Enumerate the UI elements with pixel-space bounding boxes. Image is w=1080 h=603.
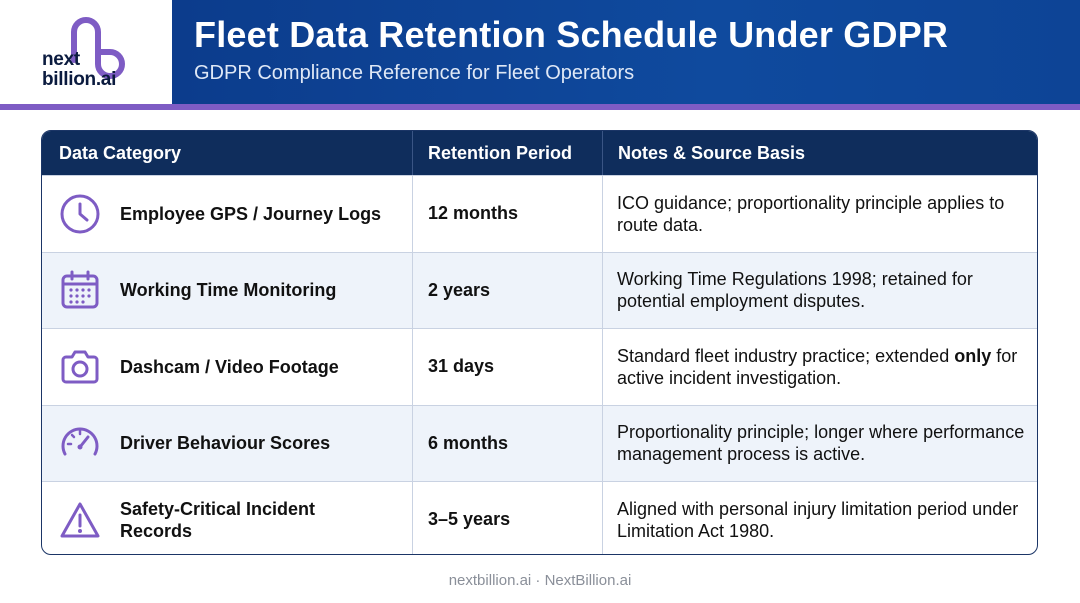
nextbillion-logo-icon (71, 17, 125, 79)
notes-cell: ICO guidance; proportionality principle … (602, 176, 1037, 252)
retention-period: 3–5 years (412, 482, 602, 554)
page-title: Fleet Data Retention Schedule Under GDPR (194, 14, 949, 55)
calendar-icon (58, 268, 102, 312)
clock-icon (58, 192, 102, 236)
table-row: Driver Behaviour Scores 6 months Proport… (42, 404, 1037, 481)
notes-emphasis: only (954, 345, 992, 366)
camera-icon (58, 345, 102, 389)
retention-period: 6 months (412, 405, 602, 481)
retention-period: 2 years (412, 252, 602, 328)
notes-text: for active incident investigation. (617, 345, 1018, 388)
retention-table: Data Category Retention Period Notes & S… (41, 130, 1038, 555)
notes-text: Standard fleet industry practice; extend… (617, 345, 955, 366)
notes-cell: Standard fleet industry practice; extend… (602, 329, 1037, 405)
category-label: Employee GPS / Journey Logs (120, 203, 382, 224)
category-label: Dashcam / Video Footage (120, 356, 339, 377)
page-subtitle: GDPR Compliance Reference for Fleet Oper… (194, 62, 635, 84)
category-label: Safety-Critical Incident Records (120, 498, 316, 541)
logo: next billion.ai (0, 0, 172, 104)
retention-period: 31 days (412, 329, 602, 405)
table-header: Data Category Retention Period Notes & S… (42, 131, 1037, 175)
logo-text-line1: next (42, 49, 80, 70)
category-label: Working Time Monitoring (120, 280, 337, 301)
notes-cell: Proportionality principle; longer where … (602, 405, 1037, 481)
category-label: Driver Behaviour Scores (120, 433, 331, 454)
logo-text-line2: billion.ai (42, 69, 117, 90)
table-row: Employee GPS / Journey Logs 12 months IC… (42, 175, 1037, 252)
warning-icon (58, 498, 102, 542)
column-header-period: Retention Period (412, 131, 602, 175)
table-row: Dashcam / Video Footage 31 days Standard… (42, 328, 1037, 405)
table-row: Safety-Critical Incident Records 3–5 yea… (42, 481, 1037, 554)
header-divider (0, 104, 1080, 110)
notes-cell: Aligned with personal injury limitation … (602, 482, 1037, 554)
notes-cell: Working Time Regulations 1998; retained … (602, 252, 1037, 328)
column-header-category: Data Category (59, 142, 182, 163)
title-band: Fleet Data Retention Schedule Under GDPR… (172, 0, 1080, 104)
header: next billion.ai Fleet Data Retention Sch… (0, 0, 1080, 104)
table-row: Working Time Monitoring 2 years Working … (42, 251, 1037, 328)
column-header-notes: Notes & Source Basis (602, 131, 1037, 175)
speedometer-icon (58, 421, 102, 465)
retention-period: 12 months (412, 176, 602, 252)
footer-credit: nextbillion.ai · NextBillion.ai (448, 572, 632, 589)
